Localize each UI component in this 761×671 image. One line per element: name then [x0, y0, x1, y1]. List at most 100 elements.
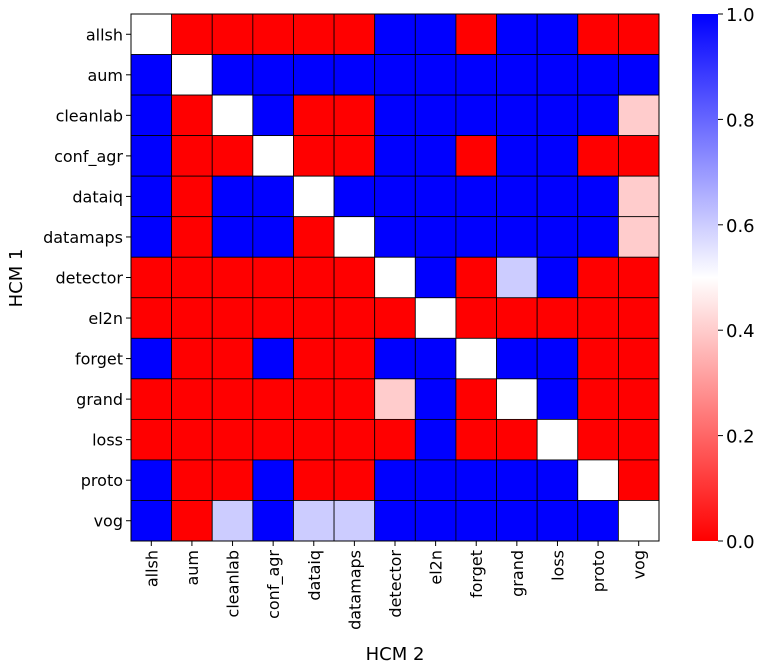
heatmap-cell-aum-allsh: [130, 54, 173, 96]
y-tick-label-detector: detector: [55, 269, 123, 288]
heatmap-cell-conf_agr-el2n: [414, 135, 457, 177]
heatmap-cell-datamaps-forget: [455, 216, 497, 258]
heatmap-cell-loss-detector: [374, 418, 416, 461]
heatmap-cell-proto-cleanlab: [211, 459, 254, 501]
heatmap-cell-allsh-aum: [171, 13, 213, 55]
heatmap-cell-conf_agr-aum: [171, 135, 213, 177]
heatmap-cell-loss-dataiq: [293, 418, 335, 461]
heatmap-cell-proto-loss: [536, 459, 579, 501]
x-tick-labels: allsh aum cleanlab conf_agr dataiq datamaps de…: [142, 541, 649, 630]
heatmap-cell-forget-cleanlab: [211, 337, 254, 380]
heatmap-cell-cleanlab-vog: [617, 94, 660, 137]
heatmap-cell-conf_agr-cleanlab: [211, 135, 254, 177]
heatmap-cell-conf_agr-conf_agr: [252, 135, 294, 177]
heatmap-cell-proto-grand: [496, 459, 538, 501]
heatmap-cell-allsh-dataiq: [293, 13, 335, 55]
heatmap-cell-aum-loss: [536, 54, 579, 96]
x-tick-label-loss: loss: [548, 550, 567, 581]
heatmap-cell-conf_agr-grand: [496, 135, 538, 177]
heatmap-cell-conf_agr-proto: [577, 135, 619, 177]
heatmap-cell-detector-loss: [536, 256, 579, 299]
heatmap-cell-aum-detector: [374, 54, 416, 96]
heatmap-cell-forget-forget: [455, 337, 497, 380]
heatmap-cell-vog-conf_agr: [252, 500, 294, 542]
x-axis-label: HCM 2: [366, 644, 425, 665]
heatmap-cell-loss-vog: [617, 418, 660, 461]
heatmap-cell-detector-el2n: [414, 256, 457, 299]
heatmap-cell-vog-vog: [617, 500, 660, 542]
heatmap-cell-vog-forget: [455, 500, 497, 542]
heatmap-cell-forget-vog: [617, 337, 660, 380]
heatmap-cell-grand-proto: [577, 378, 619, 420]
heatmap-cell-vog-datamaps: [333, 500, 376, 542]
heatmap-cell-cleanlab-conf_agr: [252, 94, 294, 137]
colorbar-tick-label: 0.0: [726, 532, 755, 553]
y-tick-label-aum: aum: [87, 66, 123, 85]
heatmap-cell-allsh-proto: [577, 13, 619, 55]
heatmap-cell-proto-allsh: [130, 459, 173, 501]
heatmap-cell-detector-dataiq: [293, 256, 335, 299]
y-tick-label-forget: forget: [75, 350, 123, 369]
heatmap-cell-loss-cleanlab: [211, 418, 254, 461]
heatmap-cell-dataiq-allsh: [130, 175, 173, 218]
heatmap-cell-vog-detector: [374, 500, 416, 542]
heatmap-cell-datamaps-cleanlab: [211, 216, 254, 258]
heatmap-cell-el2n-proto: [577, 297, 619, 339]
y-tick-label-proto: proto: [81, 471, 123, 490]
heatmap-cell-datamaps-proto: [577, 216, 619, 258]
x-tick-label-grand: grand: [508, 550, 527, 597]
heatmap-cell-aum-datamaps: [333, 54, 376, 96]
heatmap-cell-datamaps-aum: [171, 216, 213, 258]
heatmap-cell-aum-aum: [171, 54, 213, 96]
y-tick-label-cleanlab: cleanlab: [56, 106, 123, 125]
heatmap-cell-el2n-loss: [536, 297, 579, 339]
heatmap-cell-grand-conf_agr: [252, 378, 294, 420]
heatmap-cell-forget-grand: [496, 337, 538, 380]
heatmap-cell-aum-vog: [617, 54, 660, 96]
heatmap-cell-dataiq-dataiq: [293, 175, 335, 218]
heatmap-cell-datamaps-conf_agr: [252, 216, 294, 258]
heatmap-cell-datamaps-allsh: [130, 216, 173, 258]
heatmap-cell-proto-datamaps: [333, 459, 376, 501]
heatmap-cell-allsh-el2n: [414, 13, 457, 55]
x-tick-label-conf_agr: conf_agr: [264, 550, 284, 619]
heatmap-cell-datamaps-vog: [617, 216, 660, 258]
heatmap-cell-vog-el2n: [414, 500, 457, 542]
heatmap-cell-loss-el2n: [414, 418, 457, 461]
heatmap-cell-allsh-detector: [374, 13, 416, 55]
heatmap-cell-vog-allsh: [130, 500, 173, 542]
heatmap-cell-conf_agr-datamaps: [333, 135, 376, 177]
heatmap-cell-cleanlab-aum: [171, 94, 213, 137]
heatmap-cell-proto-forget: [455, 459, 497, 501]
heatmap-cell-el2n-el2n: [414, 297, 457, 339]
heatmap-cell-allsh-vog: [617, 13, 660, 55]
heatmap-cell-cleanlab-loss: [536, 94, 579, 137]
heatmap-cell-detector-vog: [617, 256, 660, 299]
heatmap-cell-cleanlab-grand: [496, 94, 538, 137]
heatmap-cell-allsh-forget: [455, 13, 497, 55]
x-tick-label-detector: detector: [386, 550, 405, 618]
heatmap-cell-grand-aum: [171, 378, 213, 420]
heatmap-cell-el2n-dataiq: [293, 297, 335, 339]
heatmap-cell-vog-dataiq: [293, 500, 335, 542]
heatmap-cell-allsh-conf_agr: [252, 13, 294, 55]
heatmap-cell-dataiq-aum: [171, 175, 213, 218]
heatmap-cell-dataiq-forget: [455, 175, 497, 218]
heatmap-cell-proto-proto: [577, 459, 619, 501]
heatmap-cell-grand-grand: [496, 378, 538, 420]
heatmap-cells: [130, 13, 660, 542]
heatmap-cell-dataiq-datamaps: [333, 175, 376, 218]
heatmap-cell-cleanlab-cleanlab: [211, 94, 254, 137]
heatmap-cell-detector-detector: [374, 256, 416, 299]
heatmap-cell-el2n-conf_agr: [252, 297, 294, 339]
heatmap-cell-cleanlab-detector: [374, 94, 416, 137]
heatmap-cell-loss-loss: [536, 418, 579, 461]
x-tick-label-cleanlab: cleanlab: [224, 550, 243, 617]
heatmap-cell-allsh-allsh: [130, 13, 173, 55]
heatmap-cell-datamaps-grand: [496, 216, 538, 258]
colorbar-tick-label: 0.6: [726, 216, 755, 237]
heatmap-cell-allsh-loss: [536, 13, 579, 55]
heatmap-cell-forget-dataiq: [293, 337, 335, 380]
heatmap-cell-proto-vog: [617, 459, 660, 501]
